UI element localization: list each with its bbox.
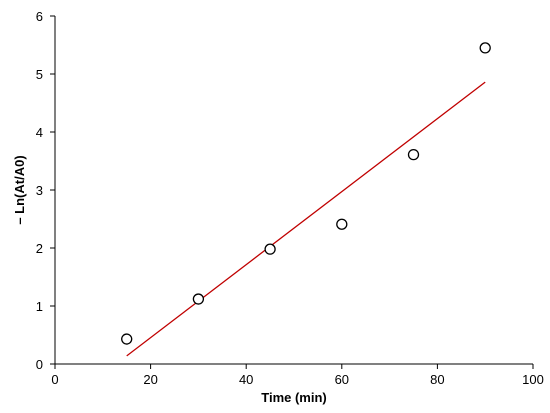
y-tick-label: 6 (36, 9, 43, 24)
x-axis-ticks: 0 20 40 60 80 100 (51, 364, 544, 387)
data-point (407, 148, 420, 161)
data-point (121, 333, 133, 345)
data-point (336, 218, 348, 230)
x-tick-label: 0 (51, 372, 58, 387)
x-tick-label: 100 (522, 372, 544, 387)
y-tick-label: 2 (36, 241, 43, 256)
y-tick-label: 1 (36, 299, 43, 314)
y-axis-ticks: 0 1 2 3 4 5 6 (36, 9, 55, 372)
trendline (126, 81, 486, 357)
y-tick-label: 3 (36, 183, 43, 198)
x-axis-title: Time (min) (261, 390, 327, 405)
y-tick-label: 4 (36, 125, 43, 140)
data-points (121, 42, 491, 345)
x-tick-label: 40 (239, 372, 253, 387)
data-point (479, 42, 491, 54)
y-tick-label: 0 (36, 357, 43, 372)
y-tick-label: 5 (36, 67, 43, 82)
x-tick-label: 80 (430, 372, 444, 387)
x-tick-label: 60 (335, 372, 349, 387)
y-axis-title: – Ln(At/A0) (12, 155, 27, 224)
x-tick-label: 20 (143, 372, 157, 387)
data-point (264, 243, 276, 255)
data-point (192, 293, 205, 305)
